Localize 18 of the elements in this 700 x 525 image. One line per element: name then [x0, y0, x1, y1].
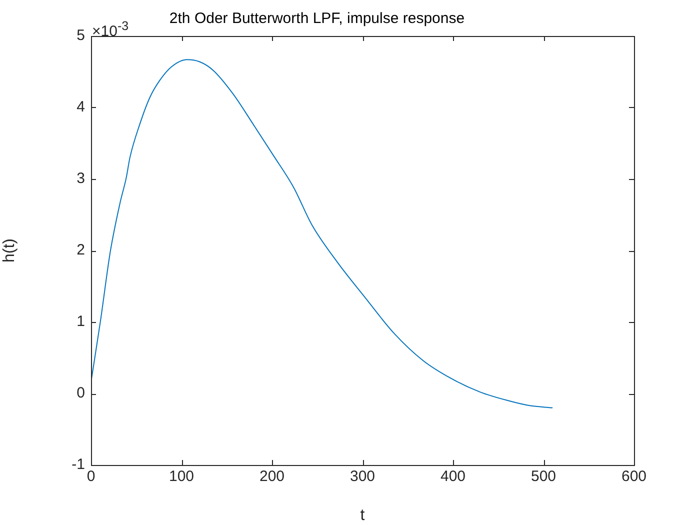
chart-title: 2th Oder Butterworth LPF, impulse response: [169, 10, 465, 28]
y-axis-title: h(t): [1, 238, 18, 262]
y-tick-label: 4: [76, 98, 85, 116]
x-tick-label: 400: [440, 468, 466, 486]
y-tick-label: 0: [76, 384, 85, 402]
x-axis-title: t: [360, 506, 366, 524]
x-tick-label: 100: [168, 468, 194, 486]
x-tick-label: 200: [259, 468, 285, 486]
x-tick-label: 600: [621, 468, 647, 486]
y-tick-label: 1: [76, 313, 85, 330]
annotation: ×10$^{-3}$: [92, 19, 129, 40]
x-tick-label: 300: [350, 468, 376, 486]
y-tick-label: 5: [76, 27, 85, 44]
y-tick-label: 2: [76, 242, 85, 259]
line-series: [91, 59, 554, 408]
y-tick-label: -1: [72, 456, 85, 474]
x-tick-label: 500: [530, 468, 556, 486]
y-tick-label: 3: [76, 170, 85, 188]
